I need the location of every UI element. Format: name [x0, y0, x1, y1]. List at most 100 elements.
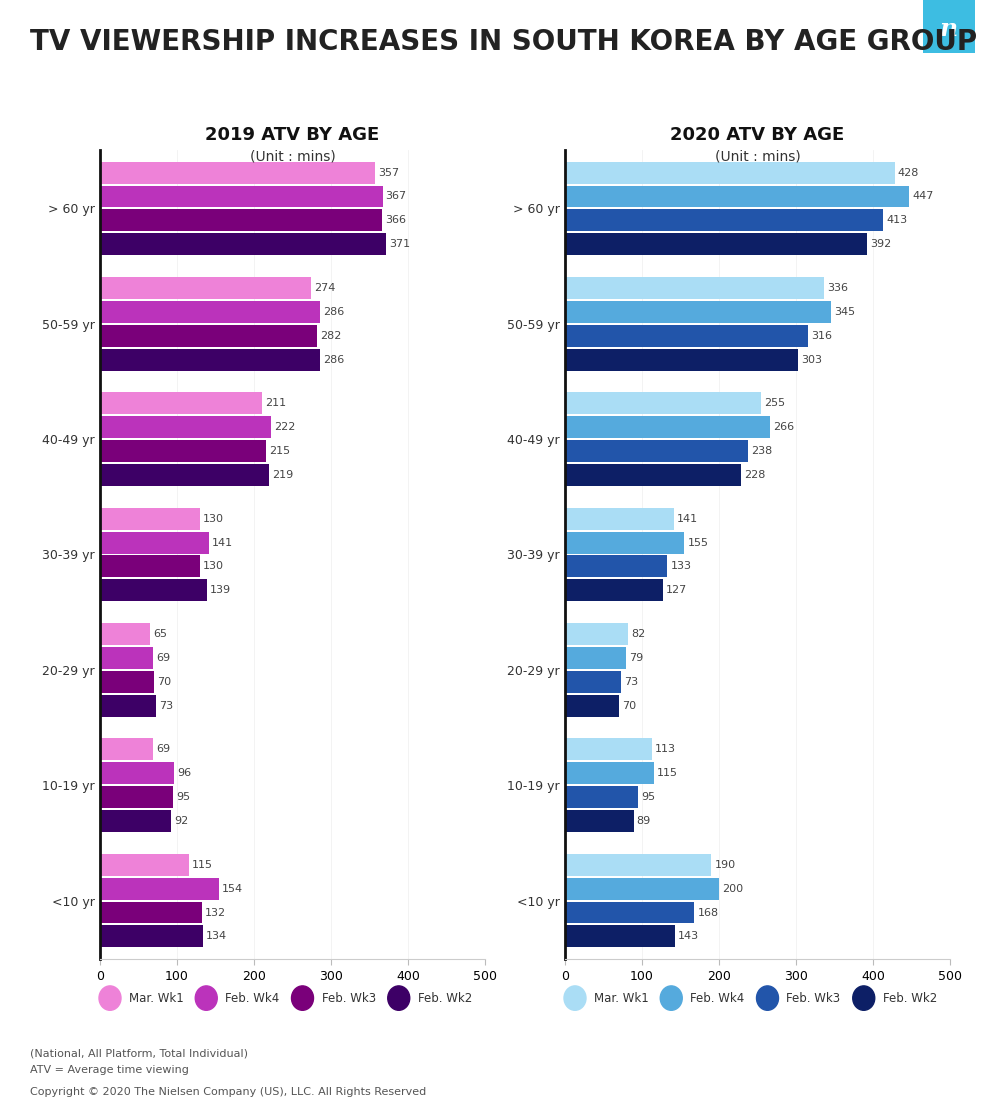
Text: Feb. Wk2: Feb. Wk2	[883, 991, 937, 1005]
Text: 447: 447	[912, 192, 934, 202]
Text: 73: 73	[159, 701, 173, 711]
Bar	[565, 464, 741, 486]
Text: 143: 143	[678, 932, 699, 942]
Text: Feb. Wk2: Feb. Wk2	[418, 991, 472, 1005]
Bar	[100, 440, 266, 462]
Text: 139: 139	[210, 586, 231, 596]
Text: 222: 222	[274, 423, 295, 433]
Text: 428: 428	[898, 167, 919, 177]
Bar	[565, 877, 719, 899]
Text: 366: 366	[385, 215, 406, 225]
Bar	[565, 902, 694, 924]
Bar	[565, 185, 909, 207]
Bar	[100, 416, 271, 438]
Bar	[100, 325, 317, 347]
Bar	[565, 233, 867, 255]
Text: 69: 69	[156, 653, 170, 663]
Text: 113: 113	[655, 744, 676, 754]
Text: 266: 266	[773, 423, 794, 433]
Text: 141: 141	[212, 538, 233, 548]
Text: 141: 141	[677, 513, 698, 523]
Bar	[100, 854, 189, 876]
Text: Copyright © 2020 The Nielsen Company (US), LLC. All Rights Reserved: Copyright © 2020 The Nielsen Company (US…	[30, 1087, 426, 1097]
Text: 65: 65	[153, 629, 167, 639]
Text: (National, All Platform, Total Individual): (National, All Platform, Total Individua…	[30, 1048, 248, 1058]
Bar	[100, 348, 320, 370]
Text: Mar. Wk1: Mar. Wk1	[129, 991, 184, 1005]
Text: 134: 134	[206, 932, 227, 942]
Bar	[565, 739, 652, 761]
Bar	[100, 210, 382, 232]
Bar	[100, 739, 153, 761]
Text: 127: 127	[666, 586, 687, 596]
Bar	[565, 810, 634, 832]
Bar	[565, 926, 675, 947]
Bar	[100, 877, 219, 899]
Text: (Unit : mins): (Unit : mins)	[715, 149, 800, 163]
Text: 255: 255	[764, 398, 786, 408]
Text: ATV = Average time viewing: ATV = Average time viewing	[30, 1065, 189, 1075]
Text: 228: 228	[744, 470, 765, 480]
Text: Feb. Wk4: Feb. Wk4	[690, 991, 744, 1005]
Bar	[565, 440, 748, 462]
Bar	[565, 762, 654, 784]
Bar	[565, 416, 770, 438]
Text: Feb. Wk3: Feb. Wk3	[322, 991, 376, 1005]
Text: 282: 282	[320, 330, 342, 340]
Text: 132: 132	[205, 907, 226, 917]
Text: 73: 73	[624, 676, 638, 686]
Text: 115: 115	[192, 859, 213, 869]
Bar	[565, 623, 628, 645]
Bar	[100, 508, 200, 530]
Bar	[565, 277, 824, 299]
Text: 392: 392	[870, 240, 891, 250]
Text: Mar. Wk1: Mar. Wk1	[594, 991, 649, 1005]
Bar	[100, 694, 156, 716]
Text: 357: 357	[378, 167, 399, 177]
Text: 70: 70	[622, 701, 636, 711]
Bar	[565, 647, 626, 669]
Text: 95: 95	[641, 792, 655, 802]
Bar	[100, 556, 200, 578]
Bar	[565, 348, 798, 370]
Text: 79: 79	[629, 653, 643, 663]
Text: n: n	[940, 18, 958, 41]
Text: 336: 336	[827, 283, 848, 293]
Text: 115: 115	[657, 769, 678, 779]
Bar	[100, 301, 320, 323]
Text: 371: 371	[389, 240, 410, 250]
Text: 345: 345	[834, 307, 855, 317]
Bar	[565, 786, 638, 808]
Text: 155: 155	[687, 538, 708, 548]
Text: Feb. Wk4: Feb. Wk4	[225, 991, 280, 1005]
Bar	[100, 579, 207, 601]
Bar	[100, 233, 386, 255]
Text: 95: 95	[176, 792, 190, 802]
Text: 70: 70	[157, 676, 171, 686]
Text: (Unit : mins): (Unit : mins)	[250, 149, 335, 163]
Bar	[565, 210, 883, 232]
Text: 154: 154	[222, 884, 243, 894]
Text: 286: 286	[323, 307, 345, 317]
Bar	[565, 301, 831, 323]
Text: Feb. Wk3: Feb. Wk3	[786, 991, 841, 1005]
Bar	[100, 531, 209, 553]
Bar	[565, 694, 619, 716]
Bar	[565, 854, 711, 876]
Bar	[100, 393, 262, 415]
Bar	[100, 162, 375, 183]
Text: 2020 ATV BY AGE: 2020 ATV BY AGE	[670, 126, 845, 144]
Text: 413: 413	[886, 215, 907, 225]
Text: 367: 367	[386, 192, 407, 202]
Bar	[100, 926, 203, 947]
Text: 89: 89	[637, 816, 651, 826]
Bar	[100, 277, 311, 299]
Text: 238: 238	[751, 446, 773, 456]
Text: 2019 ATV BY AGE: 2019 ATV BY AGE	[205, 126, 380, 144]
Text: TV VIEWERSHIP INCREASES IN SOUTH KOREA BY AGE GROUP: TV VIEWERSHIP INCREASES IN SOUTH KOREA B…	[30, 28, 977, 55]
Bar	[565, 579, 663, 601]
Text: 274: 274	[314, 283, 335, 293]
Text: 92: 92	[174, 816, 188, 826]
Text: 316: 316	[811, 330, 832, 340]
Text: 286: 286	[323, 355, 345, 365]
